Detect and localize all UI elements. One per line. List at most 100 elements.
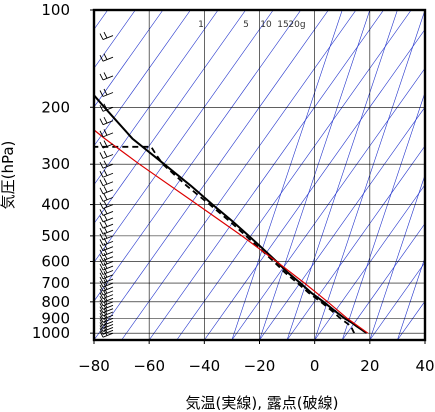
wind-barb-staff — [102, 278, 114, 284]
wind-barb — [99, 72, 114, 81]
wind-barb — [99, 257, 114, 266]
wind-barb-staff — [102, 75, 114, 81]
wind-barb-staff — [102, 172, 114, 178]
wind-barb-staff — [102, 240, 114, 246]
dry-adiabat-line — [231, 67, 425, 340]
wind-barb-flag — [103, 140, 108, 147]
wind-barb-flag — [99, 263, 104, 271]
wind-barb-flag — [99, 233, 104, 241]
y-tick-label: 800 — [41, 293, 70, 311]
x-tick-label: −20 — [244, 357, 276, 375]
wind-barb — [99, 266, 114, 275]
x-axis-ticks: −80 −60 −40 −20 0 20 40 — [78, 340, 435, 375]
wind-barb-flag — [99, 254, 104, 261]
wind-barb-staff — [102, 282, 114, 288]
wind-barb-staff — [102, 274, 114, 280]
wind-barb — [99, 150, 114, 159]
parcel-line — [94, 129, 369, 334]
wind-barb-flag — [99, 272, 104, 280]
wind-barb-flag — [103, 214, 108, 221]
wind-barb — [99, 207, 114, 216]
dry-adiabat-line — [121, 10, 357, 340]
x-tick-label: −80 — [78, 357, 110, 375]
sounding-series — [94, 93, 369, 335]
wind-barb-flag — [103, 178, 108, 185]
wind-barb-staff — [102, 210, 114, 216]
wind-barb-staff — [102, 217, 114, 223]
wind-barb-flag — [103, 31, 108, 39]
wind-barb-staff — [102, 329, 114, 335]
wind-barb — [99, 279, 114, 288]
wind-barb-staff — [102, 229, 114, 235]
wind-barb-staff — [102, 189, 114, 195]
wind-barb-staff — [102, 163, 114, 169]
wind-barb-flag — [99, 259, 104, 266]
dry-adiabat-line — [369, 261, 425, 340]
wind-barb-flag — [103, 53, 108, 60]
wind-barb-staff — [102, 314, 114, 320]
wind-barb-flag — [99, 118, 104, 125]
wind-barb-staff — [102, 256, 114, 262]
wind-barb-flag — [103, 242, 108, 250]
wind-barb-staff — [102, 154, 114, 159]
wind-barb — [99, 140, 114, 149]
wind-barb-flag — [99, 73, 104, 81]
wind-barb — [99, 200, 114, 209]
wind-barb-flag — [99, 55, 104, 62]
wind-barb-flag — [99, 306, 104, 313]
wind-barb — [99, 275, 114, 284]
dry-adiabat-line — [94, 10, 191, 147]
wind-barb-flag — [99, 299, 104, 307]
dewpoint-line — [94, 145, 356, 334]
wind-barb-flag — [99, 130, 104, 138]
wind-barb-flag — [103, 116, 108, 124]
temperature-line — [94, 93, 368, 335]
wind-barb-flag — [99, 322, 104, 329]
y-tick-label: 600 — [41, 252, 70, 270]
wind-barb-staff — [102, 317, 114, 323]
wind-barb-flag — [99, 239, 104, 246]
wind-barb-flag — [103, 266, 108, 274]
wind-barb-staff — [102, 181, 114, 187]
wind-barb-staff — [102, 324, 114, 329]
wind-barb — [99, 53, 114, 62]
wind-barb — [99, 116, 114, 126]
wind-barb-staff — [102, 286, 114, 292]
moist-adiabat-line — [286, 10, 398, 340]
wind-barb-staff — [102, 308, 114, 314]
y-tick-label: 100 — [41, 1, 70, 19]
wind-barb-flag — [103, 103, 108, 110]
y-tick-label: 300 — [41, 155, 70, 173]
mixing-ratio-labels: 1 5 10 15 20g — [198, 20, 305, 30]
wind-barb-flag — [103, 252, 108, 260]
wind-barbs — [99, 31, 114, 338]
wind-barb-flag — [99, 319, 104, 326]
wind-barb-flag — [103, 150, 108, 158]
wind-barb-staff — [102, 297, 114, 303]
wind-barb-flag — [103, 248, 108, 255]
wind-barb-staff — [102, 270, 114, 275]
dry-adiabat-line — [94, 10, 274, 263]
wind-barb-flag — [103, 271, 108, 278]
y-tick-label: 200 — [41, 98, 70, 116]
wind-barb-staff — [102, 304, 114, 310]
wind-barb-staff — [102, 294, 114, 300]
dry-adiabat-line — [94, 10, 246, 225]
wind-barb-staff — [102, 246, 114, 252]
wind-barb-staff — [102, 143, 114, 149]
wind-barb-flag — [99, 330, 104, 338]
wind-barb-flag — [103, 275, 108, 282]
x-tick-label: −60 — [133, 357, 165, 375]
x-tick-label: 40 — [415, 357, 434, 375]
wind-barb-flag — [99, 325, 104, 332]
wind-barb — [99, 186, 114, 195]
dry-adiabat-line — [314, 184, 425, 340]
mixing-ratio-label: 5 — [243, 20, 249, 30]
y-tick-label: 500 — [41, 227, 70, 245]
wind-barb-flag — [103, 279, 108, 286]
wind-barb-flag — [103, 257, 108, 265]
wind-barb-flag — [99, 292, 104, 299]
wind-barb-flag — [99, 313, 104, 320]
